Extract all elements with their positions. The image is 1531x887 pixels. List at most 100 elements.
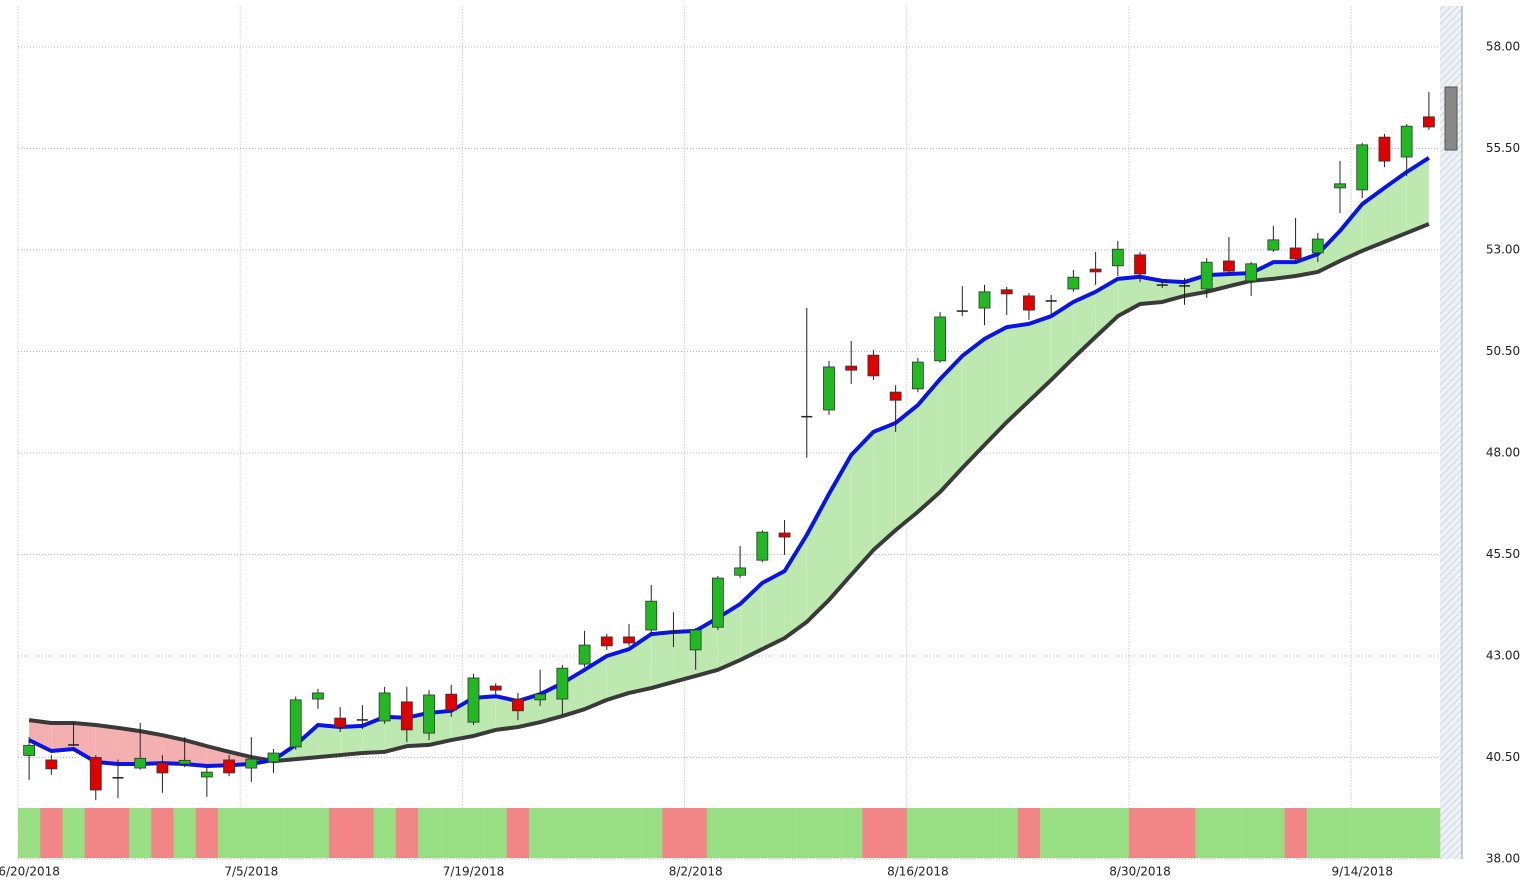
candle-body bbox=[1422, 116, 1435, 128]
signal-cell bbox=[373, 808, 397, 858]
candle-body bbox=[1334, 183, 1346, 189]
x-tick-label: 9/14/2018 bbox=[1331, 865, 1393, 879]
candle-body bbox=[600, 636, 613, 647]
signal-cell bbox=[1395, 808, 1419, 858]
signal-cell bbox=[529, 808, 552, 858]
candle-body bbox=[223, 759, 235, 774]
candle-body bbox=[1378, 136, 1391, 162]
band-segment bbox=[340, 725, 363, 756]
y-tick-label: 53.00 bbox=[1486, 243, 1520, 257]
signal-cell bbox=[262, 808, 285, 858]
candle-body bbox=[578, 644, 591, 665]
signal-cell bbox=[462, 808, 485, 858]
candle-body bbox=[1089, 268, 1102, 273]
band-segment bbox=[1362, 187, 1385, 251]
candle-body bbox=[1067, 276, 1080, 290]
signal-cell bbox=[1240, 808, 1263, 858]
candle-body bbox=[1356, 144, 1369, 191]
candle-body bbox=[689, 629, 702, 651]
band-segment bbox=[740, 582, 763, 661]
candle-body bbox=[267, 752, 280, 763]
band-segment bbox=[1006, 323, 1029, 423]
band-segment bbox=[51, 722, 74, 752]
signal-cell bbox=[151, 808, 174, 858]
band-segment bbox=[162, 735, 185, 764]
candle-body bbox=[1000, 289, 1013, 295]
signal-cell bbox=[195, 808, 219, 858]
candle-body bbox=[867, 354, 880, 377]
x-tick-label: 8/16/2018 bbox=[887, 865, 949, 879]
signal-cell bbox=[106, 808, 130, 858]
band-segment bbox=[962, 338, 985, 469]
candle-body bbox=[1400, 125, 1413, 158]
x-tick-label: 8/2/2018 bbox=[669, 865, 723, 879]
candle-body bbox=[512, 698, 524, 712]
candle-body bbox=[556, 667, 569, 700]
band-segment bbox=[1384, 172, 1407, 242]
signal-cell bbox=[1328, 808, 1352, 858]
signal-cell bbox=[795, 808, 819, 858]
ma-fast-line bbox=[28, 156, 1430, 769]
candle-body bbox=[489, 685, 502, 691]
band-segment bbox=[1295, 254, 1318, 276]
band-segment bbox=[629, 634, 652, 693]
signal-cell bbox=[662, 808, 685, 858]
x-tick-label: 6/20/2018 bbox=[0, 865, 60, 879]
signal-cell bbox=[1195, 808, 1219, 858]
signal-cell bbox=[1151, 808, 1174, 858]
signal-cell bbox=[840, 808, 863, 858]
ma-slow-line bbox=[28, 222, 1430, 764]
candle-body bbox=[334, 717, 347, 728]
candle-body bbox=[245, 758, 258, 769]
candle-body bbox=[1311, 238, 1324, 254]
signal-cell bbox=[684, 808, 708, 858]
signal-cell bbox=[595, 808, 619, 858]
band-segment bbox=[606, 649, 630, 700]
candle-body bbox=[134, 757, 147, 769]
band-segment bbox=[95, 725, 118, 764]
signal-cell bbox=[951, 808, 974, 858]
signal-cell bbox=[1373, 808, 1396, 858]
y-tick-label: 40.50 bbox=[1486, 750, 1520, 764]
y-tick-label: 55.50 bbox=[1486, 141, 1520, 155]
candle-body bbox=[778, 532, 791, 538]
band-segment bbox=[584, 656, 607, 710]
candle-body bbox=[623, 636, 635, 644]
band-segment bbox=[117, 727, 141, 764]
y-tick-label: 58.00 bbox=[1486, 40, 1520, 54]
y-tick-label: 48.00 bbox=[1486, 446, 1520, 460]
candle-body bbox=[23, 744, 36, 756]
candle-body bbox=[445, 693, 458, 711]
band-segment bbox=[1340, 204, 1363, 261]
candle-body bbox=[1023, 295, 1035, 311]
signal-cell bbox=[773, 808, 796, 858]
signal-cell bbox=[284, 808, 308, 858]
y-tick-label: 43.00 bbox=[1486, 649, 1520, 663]
candle-body bbox=[911, 361, 924, 390]
signal-cell bbox=[1173, 808, 1196, 858]
candle-body bbox=[734, 567, 747, 576]
band-segment bbox=[1140, 276, 1163, 304]
candle-body bbox=[1200, 261, 1213, 290]
band-segment bbox=[784, 535, 807, 639]
signal-cell bbox=[1128, 808, 1152, 858]
candle-body bbox=[312, 692, 324, 700]
band-segment bbox=[873, 422, 896, 551]
candle-body bbox=[178, 759, 191, 765]
candle-body bbox=[378, 692, 391, 722]
ma-band bbox=[29, 157, 1429, 767]
band-segment bbox=[828, 455, 852, 600]
band-segment bbox=[362, 716, 385, 754]
signal-cell bbox=[1062, 808, 1085, 858]
candle-body bbox=[845, 365, 858, 371]
band-segment bbox=[317, 725, 341, 758]
candle-body bbox=[289, 699, 302, 748]
x-tick-label: 8/30/2018 bbox=[1109, 865, 1171, 879]
candle-body bbox=[1111, 248, 1124, 267]
candle-body bbox=[89, 757, 102, 791]
candle-body bbox=[711, 577, 724, 628]
signal-cell bbox=[506, 808, 530, 858]
candle-body bbox=[756, 531, 769, 561]
